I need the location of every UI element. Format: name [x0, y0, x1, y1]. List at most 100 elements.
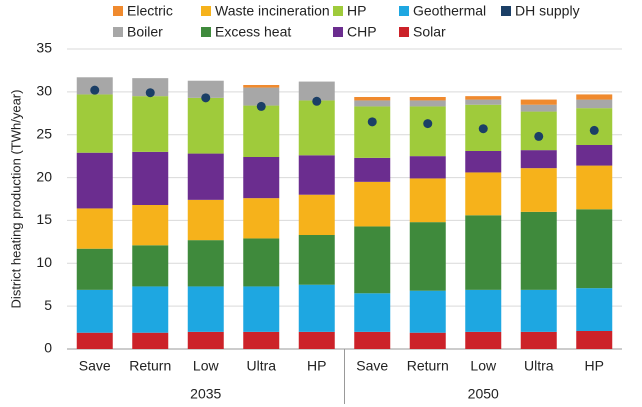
- bar-segment: [576, 165, 613, 210]
- bar-segment: [243, 157, 280, 199]
- bar-segment: [465, 215, 502, 290]
- legend-label: Boiler: [127, 24, 163, 40]
- bar-segment: [354, 293, 391, 332]
- bar-segment: [465, 151, 502, 173]
- x-tick-label: Low: [193, 358, 220, 374]
- dh-supply-dot: [589, 125, 599, 135]
- bar-segment: [243, 286, 280, 332]
- bar-segment: [354, 106, 391, 158]
- bar-segment: [187, 80, 224, 98]
- bar-segment: [354, 157, 391, 182]
- bar-segment: [576, 99, 613, 109]
- bar-segment: [243, 87, 280, 106]
- legend-label: Solar: [413, 24, 446, 40]
- bar-segment: [409, 106, 446, 157]
- bar-segment: [132, 332, 169, 349]
- bar-segment: [187, 97, 224, 154]
- dh-supply-dot: [478, 124, 488, 134]
- bar-segment: [520, 331, 557, 349]
- bar-segment: [354, 226, 391, 294]
- dh-supply-dot: [256, 101, 266, 111]
- bar-segment: [354, 100, 391, 107]
- bar-segment: [187, 286, 224, 332]
- dh-supply-dot: [534, 131, 544, 141]
- bar-segment: [576, 145, 613, 166]
- bar-segment: [298, 235, 335, 285]
- legend-swatch: [399, 27, 409, 37]
- y-tick-label: 10: [36, 254, 52, 270]
- bar-segment: [132, 205, 169, 246]
- bar-segment: [76, 152, 113, 209]
- bar-segment: [243, 105, 280, 157]
- legend-label: Geothermal: [413, 3, 486, 19]
- y-tick-label: 35: [36, 40, 52, 56]
- legend-label: Excess heat: [215, 24, 291, 40]
- bar-segment: [409, 222, 446, 291]
- x-tick-label: Return: [407, 358, 449, 374]
- bar-segment: [243, 238, 280, 287]
- bar-segment: [187, 153, 224, 200]
- bar-segment: [298, 284, 335, 332]
- x-tick-label: Low: [470, 358, 497, 374]
- bar-segment: [520, 168, 557, 212]
- bar-segment: [132, 78, 169, 97]
- x-tick-label: Ultra: [246, 358, 276, 374]
- bar-segment: [187, 199, 224, 241]
- dh-supply-dot: [145, 88, 155, 98]
- bar-segment: [354, 181, 391, 227]
- bar-segment: [243, 85, 280, 88]
- x-tick-label: Save: [79, 358, 111, 374]
- bar-segment: [298, 331, 335, 349]
- x-tick-label: HP: [585, 358, 604, 374]
- bar-segment: [132, 96, 169, 152]
- y-tick-label: 20: [36, 168, 52, 184]
- bar-segment: [187, 331, 224, 349]
- x-tick-label: HP: [307, 358, 326, 374]
- bar-segment: [520, 111, 557, 151]
- group-label: 2035: [190, 386, 221, 402]
- bar-segment: [520, 104, 557, 112]
- bar-segment: [576, 94, 613, 100]
- bar-segment: [576, 288, 613, 331]
- bar-segment: [243, 331, 280, 349]
- bar-segment: [409, 156, 446, 179]
- x-tick-label: Save: [356, 358, 388, 374]
- legend-swatch: [333, 6, 343, 16]
- bar-segment: [520, 289, 557, 332]
- dh-supply-dot: [90, 85, 100, 95]
- dh-supply-dot: [201, 93, 211, 103]
- group-label: 2050: [468, 386, 499, 402]
- bar-segment: [576, 331, 613, 349]
- legend-swatch: [333, 27, 343, 37]
- bar-segment: [520, 150, 557, 169]
- y-tick-label: 30: [36, 83, 52, 99]
- y-axis-label: District heating production (TWh/year): [8, 90, 23, 309]
- bar-segment: [76, 208, 113, 249]
- legend-label: HP: [347, 3, 366, 19]
- legend-swatch: [201, 6, 211, 16]
- bar-segment: [409, 97, 446, 101]
- y-tick-label: 5: [44, 297, 52, 313]
- x-tick-label: Ultra: [524, 358, 554, 374]
- bar-segment: [76, 289, 113, 333]
- bar-segment: [520, 99, 557, 105]
- legend-swatch: [113, 6, 123, 16]
- bar-segment: [409, 178, 446, 223]
- y-tick-label: 15: [36, 211, 52, 227]
- bar-segment: [298, 100, 335, 156]
- bar-segment: [465, 172, 502, 216]
- dh-supply-dot: [367, 117, 377, 127]
- bar-segment: [465, 331, 502, 349]
- bar-segment: [132, 245, 169, 287]
- y-tick-label: 0: [44, 340, 52, 356]
- bar-segment: [520, 211, 557, 290]
- bar-segment: [132, 286, 169, 333]
- bar-segment: [465, 96, 502, 100]
- legend-label: Waste incineration: [215, 3, 330, 19]
- y-tick-label: 25: [36, 125, 52, 141]
- bar-segment: [354, 331, 391, 349]
- dh-supply-dot: [312, 96, 322, 106]
- bar-segment: [298, 155, 335, 195]
- legend-swatch: [501, 6, 511, 16]
